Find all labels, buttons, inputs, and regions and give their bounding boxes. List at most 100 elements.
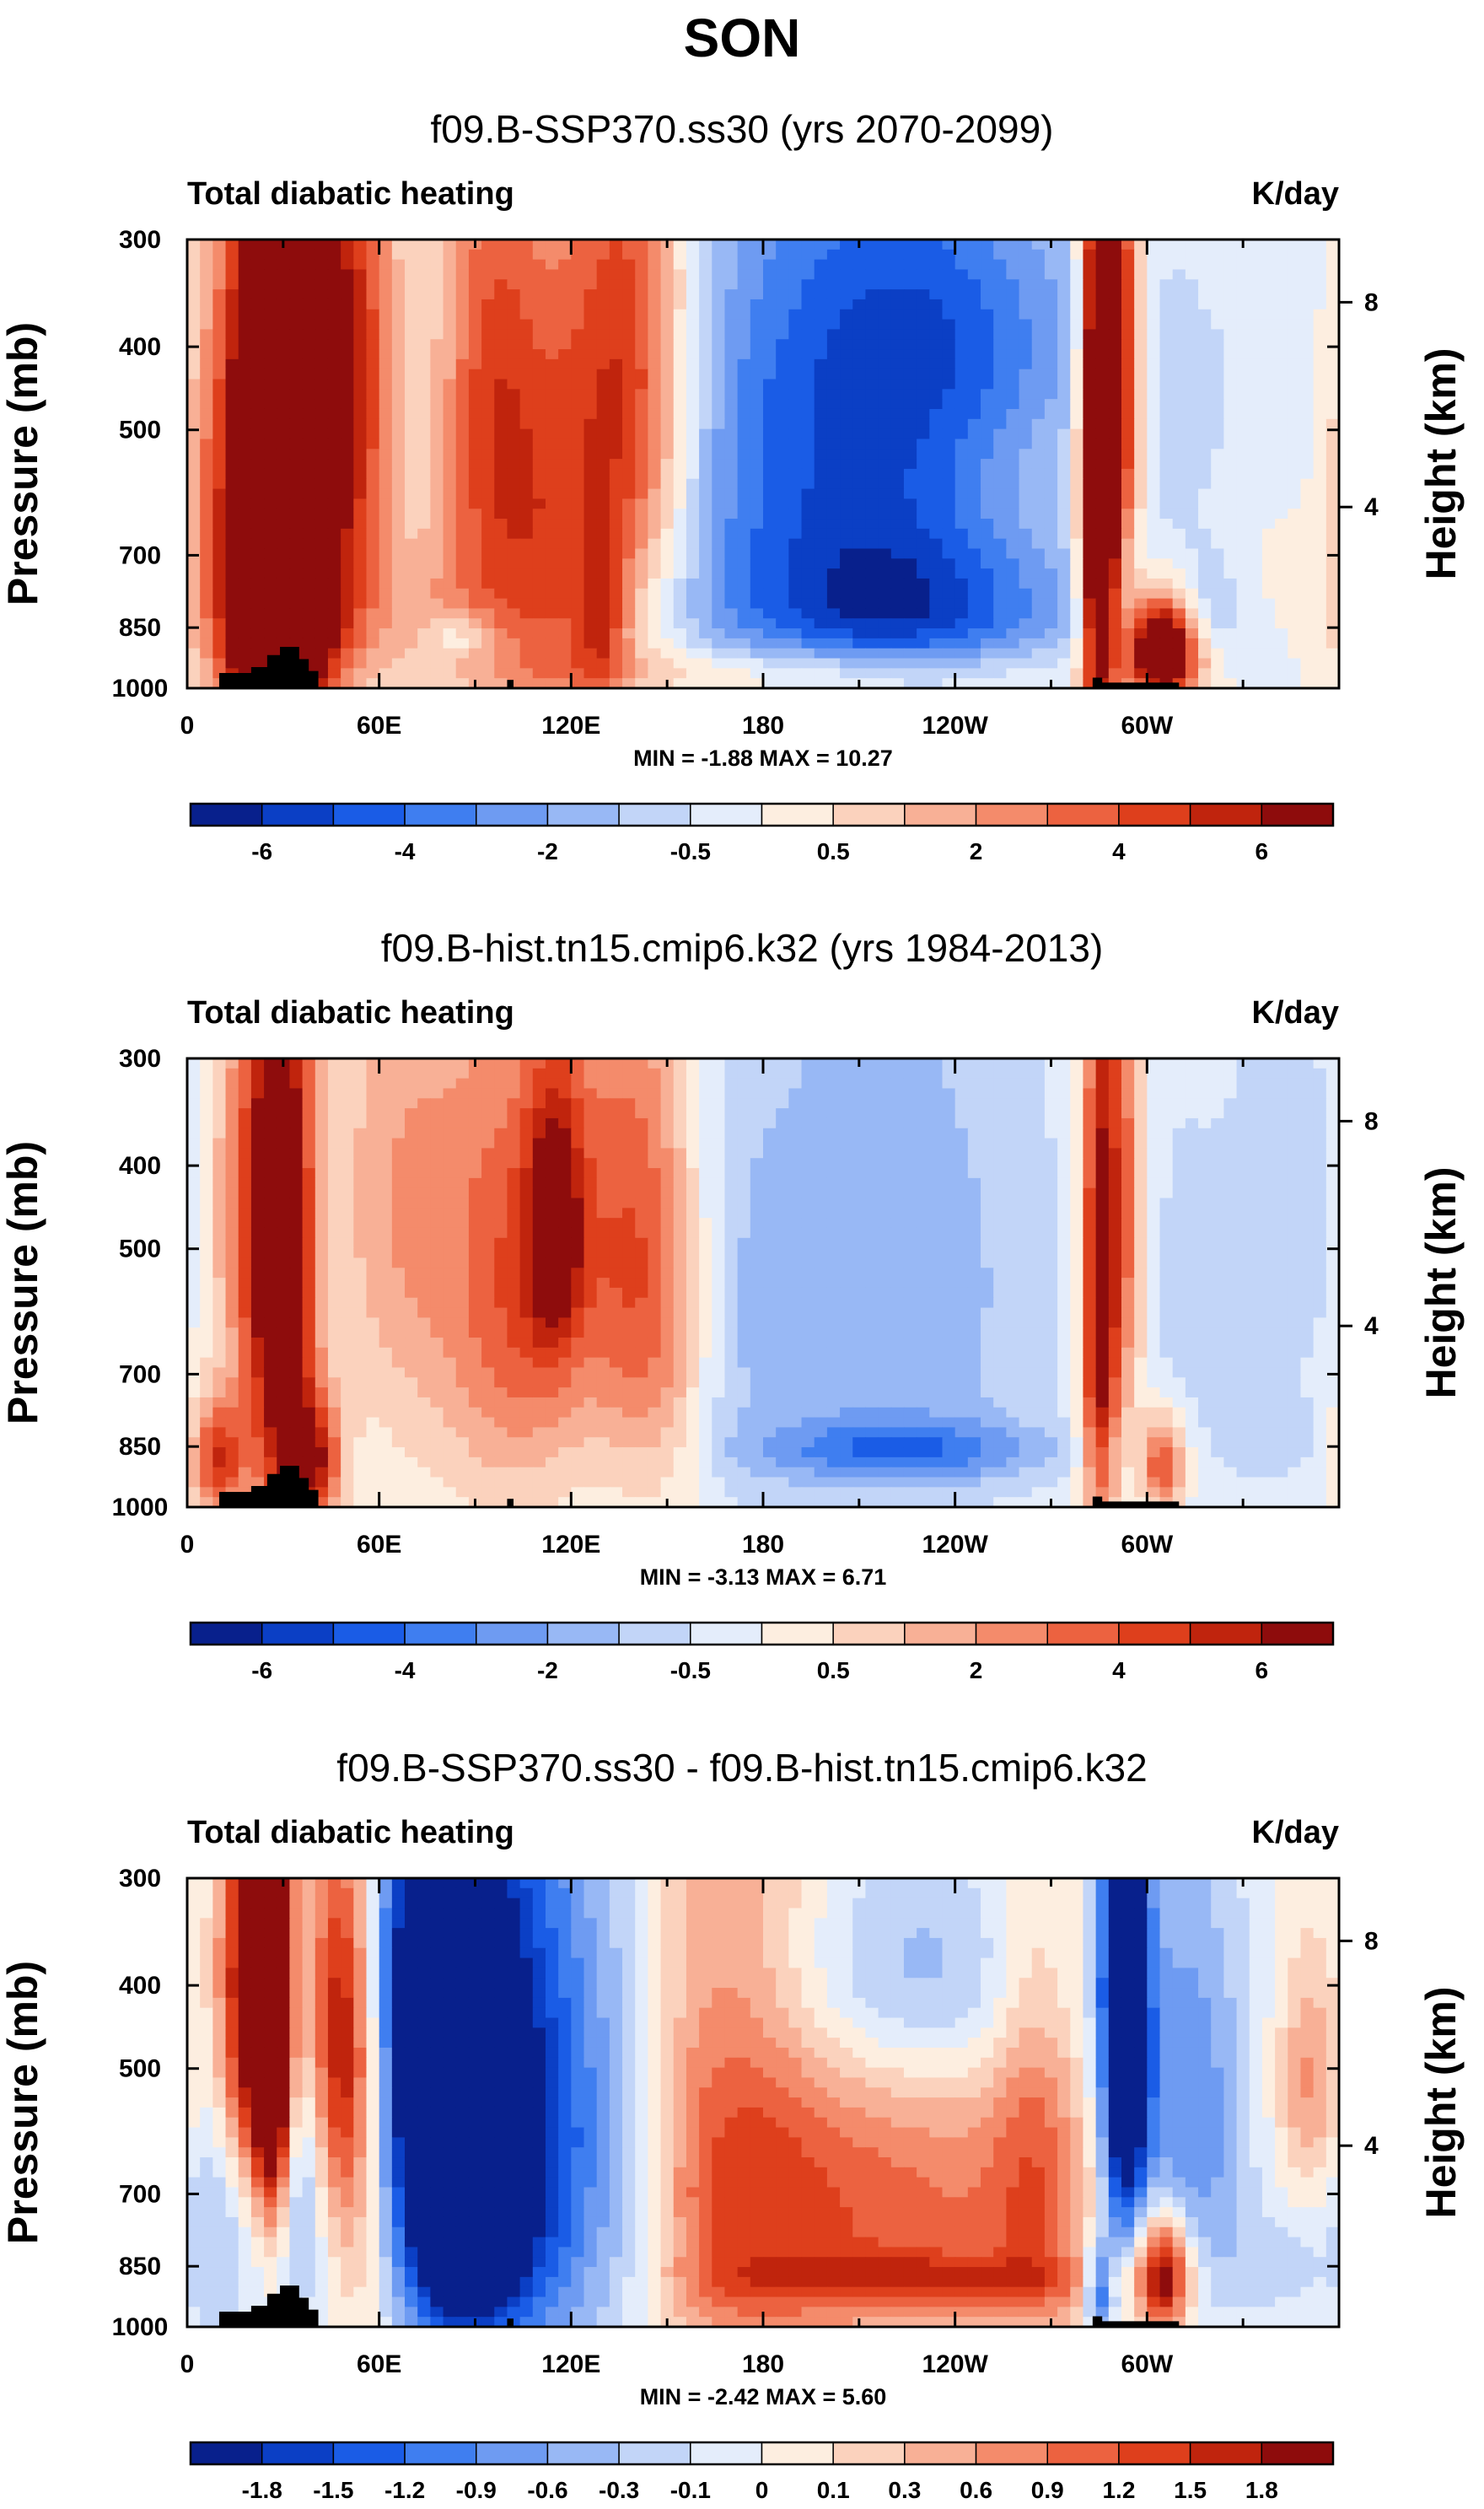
heatmap-cell bbox=[673, 1148, 687, 1159]
heatmap-cell bbox=[1325, 459, 1339, 470]
heatmap-cell bbox=[1006, 568, 1020, 579]
heatmap-cell bbox=[187, 1058, 201, 1069]
heatmap-cell bbox=[1057, 608, 1071, 619]
heatmap-cell bbox=[596, 269, 610, 280]
heatmap-cell bbox=[417, 459, 431, 470]
heatmap-cell bbox=[315, 449, 329, 460]
heatmap-cell bbox=[967, 618, 981, 629]
heatmap-cell bbox=[289, 1117, 304, 1129]
heatmap-cell bbox=[264, 1128, 277, 1139]
heatmap-cell bbox=[571, 289, 585, 300]
heatmap-cell bbox=[852, 638, 867, 649]
heatmap-cell bbox=[776, 548, 789, 559]
heatmap-cell bbox=[814, 449, 828, 460]
heatmap-cell bbox=[1134, 658, 1148, 669]
heatmap-cell bbox=[545, 638, 559, 649]
heatmap-cell bbox=[238, 519, 252, 530]
heatmap-cell bbox=[277, 588, 291, 600]
heatmap-cell bbox=[481, 618, 495, 629]
heatmap-cell bbox=[1236, 598, 1250, 610]
heatmap-cell bbox=[277, 1138, 291, 1149]
heatmap-cell bbox=[455, 399, 470, 410]
heatmap-cell bbox=[801, 289, 815, 300]
heatmap-cell bbox=[776, 249, 789, 261]
heatmap-cell bbox=[917, 1068, 930, 1080]
heatmap-cell bbox=[609, 568, 623, 579]
heatmap-cell bbox=[494, 418, 508, 430]
heatmap-cell bbox=[558, 1058, 572, 1069]
heatmap-cell bbox=[878, 399, 892, 410]
heatmap-cell bbox=[1288, 428, 1302, 440]
heatmap-cell bbox=[942, 379, 956, 390]
heatmap-cell bbox=[1019, 379, 1033, 390]
heatmap-cell bbox=[391, 1058, 406, 1069]
heatmap-cell bbox=[648, 1098, 662, 1109]
heatmap-cell bbox=[890, 468, 905, 480]
heatmap-cell bbox=[379, 478, 393, 490]
heatmap-cell bbox=[635, 319, 648, 330]
heatmap-cell bbox=[660, 439, 675, 450]
heatmap-cell bbox=[712, 289, 726, 300]
heatmap-cell bbox=[903, 578, 917, 590]
heatmap-cell bbox=[648, 588, 662, 600]
heatmap-cell bbox=[212, 399, 227, 410]
heatmap-cell bbox=[1006, 528, 1020, 540]
heatmap-cell bbox=[699, 399, 712, 410]
heatmap-cell bbox=[430, 269, 444, 280]
heatmap-cell bbox=[686, 369, 700, 380]
heatmap-cell bbox=[1070, 269, 1084, 280]
heatmap-cell bbox=[405, 349, 418, 360]
heatmap-cell bbox=[648, 349, 662, 360]
heatmap-cell bbox=[1134, 1108, 1148, 1119]
heatmap-cell bbox=[890, 309, 905, 320]
heatmap-cell bbox=[1044, 558, 1058, 569]
heatmap-cell bbox=[776, 538, 789, 550]
heatmap-cell bbox=[519, 289, 534, 300]
heatmap-cell bbox=[903, 598, 917, 610]
heatmap-cell bbox=[1236, 418, 1250, 430]
heatmap-cell bbox=[981, 1128, 994, 1139]
heatmap-cell bbox=[1006, 1058, 1020, 1069]
heatmap-cell bbox=[1223, 1058, 1238, 1069]
heatmap-cell bbox=[250, 608, 265, 619]
heatmap-cell bbox=[277, 1088, 291, 1099]
heatmap-cell bbox=[1070, 259, 1084, 271]
heatmap-cell bbox=[430, 389, 444, 400]
heatmap-cell bbox=[341, 638, 354, 649]
heatmap-cell bbox=[712, 658, 726, 669]
heatmap-cell bbox=[277, 408, 291, 420]
heatmap-cell bbox=[1185, 358, 1199, 370]
heatmap-cell bbox=[1057, 668, 1071, 679]
heatmap-cell bbox=[763, 279, 777, 290]
heatmap-cell bbox=[379, 339, 393, 350]
heatmap-cell bbox=[1147, 568, 1161, 579]
heatmap-cell bbox=[1261, 459, 1276, 470]
heatmap-cell bbox=[852, 459, 867, 470]
heatmap-cell bbox=[545, 538, 559, 550]
heatmap-cell bbox=[250, 339, 265, 350]
heatmap-cell bbox=[1095, 538, 1110, 550]
heatmap-cell bbox=[327, 638, 341, 649]
heatmap-cell bbox=[814, 658, 828, 669]
heatmap-cell bbox=[1006, 418, 1020, 430]
heatmap-cell bbox=[238, 259, 252, 271]
heatmap-cell bbox=[468, 449, 482, 460]
heatmap-cell bbox=[212, 598, 227, 610]
heatmap-cell bbox=[238, 449, 252, 460]
heatmap-cell bbox=[699, 468, 712, 480]
heatmap-cell bbox=[225, 498, 239, 509]
heatmap-cell bbox=[443, 668, 457, 679]
heatmap-cell bbox=[942, 468, 956, 480]
heatmap-cell bbox=[826, 668, 841, 679]
heatmap-cell bbox=[443, 339, 457, 350]
heatmap-cell bbox=[238, 608, 252, 619]
heatmap-cell bbox=[341, 1058, 354, 1069]
heatmap-cell bbox=[187, 638, 201, 649]
heatmap-cell bbox=[1261, 628, 1276, 639]
heatmap-cell bbox=[1300, 439, 1315, 450]
heatmap-cell bbox=[776, 618, 789, 629]
heatmap-cell bbox=[1313, 289, 1327, 300]
heatmap-cell bbox=[840, 1128, 853, 1139]
heatmap-cell bbox=[865, 608, 879, 619]
heatmap-cell bbox=[417, 509, 431, 520]
